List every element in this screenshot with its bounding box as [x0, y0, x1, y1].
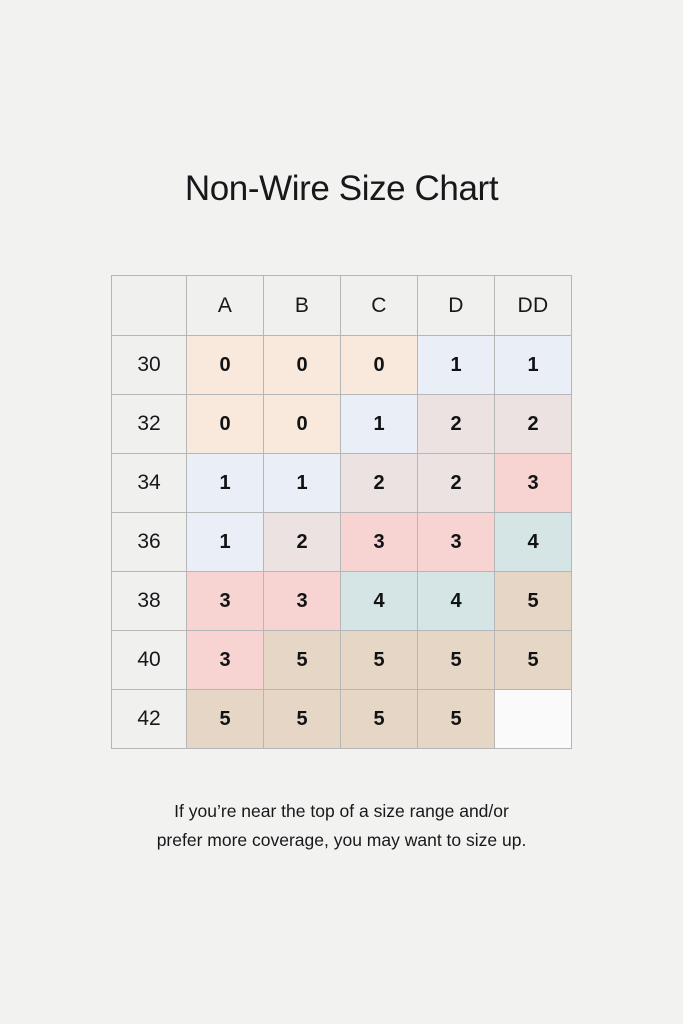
cell-34-b: 1	[263, 453, 341, 513]
sizing-note-line-2: prefer more coverage, you may want to si…	[156, 830, 527, 850]
size-chart-table-wrapper: A B C D DD 30 0 0 0 1 1 32 0	[111, 275, 572, 749]
page-title: Non-Wire Size Chart	[184, 169, 499, 208]
cell-38-d: 4	[417, 571, 495, 631]
sizing-note-line-1: If you’re near the top of a size range a…	[174, 801, 509, 821]
cell-32-a: 0	[186, 394, 264, 454]
cell-42-b: 5	[263, 689, 341, 749]
cell-42-c: 5	[340, 689, 418, 749]
table-row: 38 3 3 4 4 5	[111, 571, 572, 631]
sizing-note: If you’re near the top of a size range a…	[0, 797, 683, 855]
cell-36-a: 1	[186, 512, 264, 572]
cell-36-dd: 4	[494, 512, 572, 572]
cell-36-c: 3	[340, 512, 418, 572]
cell-40-a: 3	[186, 630, 264, 690]
cell-32-d: 2	[417, 394, 495, 454]
cell-32-dd: 2	[494, 394, 572, 454]
row-label-42: 42	[111, 689, 187, 749]
table-row: 30 0 0 0 1 1	[111, 335, 572, 395]
header-corner-cell	[111, 275, 187, 336]
column-header-d: D	[417, 275, 495, 336]
column-header-c: C	[340, 275, 418, 336]
row-label-30: 30	[111, 335, 187, 395]
cell-38-c: 4	[340, 571, 418, 631]
cell-42-d: 5	[417, 689, 495, 749]
cell-36-b: 2	[263, 512, 341, 572]
cell-34-d: 2	[417, 453, 495, 513]
cell-30-dd: 1	[494, 335, 572, 395]
cell-40-dd: 5	[494, 630, 572, 690]
cell-30-b: 0	[263, 335, 341, 395]
cell-38-a: 3	[186, 571, 264, 631]
cell-34-c: 2	[340, 453, 418, 513]
cell-38-b: 3	[263, 571, 341, 631]
column-header-a: A	[186, 275, 264, 336]
table-row: 32 0 0 1 2 2	[111, 394, 572, 454]
cell-30-d: 1	[417, 335, 495, 395]
cell-34-a: 1	[186, 453, 264, 513]
table-row: 40 3 5 5 5 5	[111, 630, 572, 690]
table-header: A B C D DD	[111, 275, 572, 336]
row-label-38: 38	[111, 571, 187, 631]
row-label-36: 36	[111, 512, 187, 572]
table-row: 34 1 1 2 2 3	[111, 453, 572, 513]
cell-32-c: 1	[340, 394, 418, 454]
cell-34-dd: 3	[494, 453, 572, 513]
column-header-dd: DD	[494, 275, 572, 336]
row-label-32: 32	[111, 394, 187, 454]
cell-40-b: 5	[263, 630, 341, 690]
table-row: 42 5 5 5 5	[111, 689, 572, 749]
cell-40-c: 5	[340, 630, 418, 690]
column-header-b: B	[263, 275, 341, 336]
table-row: 36 1 2 3 3 4	[111, 512, 572, 572]
cell-40-d: 5	[417, 630, 495, 690]
header-row: A B C D DD	[111, 275, 572, 336]
cell-38-dd: 5	[494, 571, 572, 631]
cell-42-dd	[494, 689, 572, 749]
cell-30-a: 0	[186, 335, 264, 395]
cell-32-b: 0	[263, 394, 341, 454]
cell-42-a: 5	[186, 689, 264, 749]
cell-36-d: 3	[417, 512, 495, 572]
row-label-34: 34	[111, 453, 187, 513]
row-label-40: 40	[111, 630, 187, 690]
cell-30-c: 0	[340, 335, 418, 395]
size-chart-table: A B C D DD 30 0 0 0 1 1 32 0	[111, 275, 572, 749]
table-body: 30 0 0 0 1 1 32 0 0 1 2 2 34 1	[111, 335, 572, 749]
